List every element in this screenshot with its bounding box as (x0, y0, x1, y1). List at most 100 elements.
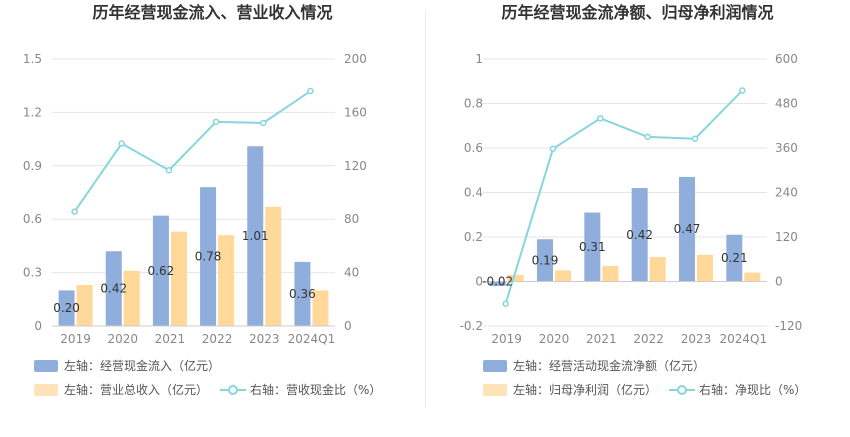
chart-title: 历年经营现金流入、营业收入情况 (92, 3, 333, 22)
y-tick-label-right: 120 (344, 159, 367, 173)
legend-label: 左轴：营业总收入（亿元） (64, 383, 209, 397)
legend-label: 左轴：归母净利润（亿元） (513, 383, 658, 397)
y-tick-label-left: 0.9 (23, 159, 42, 173)
line-point (739, 87, 746, 94)
chart-title: 历年经营现金流净额、归母净利润情况 (501, 3, 774, 22)
bar-primary (679, 176, 695, 282)
line-point (165, 166, 173, 174)
line-series (73, 90, 311, 213)
bar-secondary (697, 254, 713, 282)
data-label: 0.21 (721, 251, 748, 265)
x-tick-label: 2024Q1 (288, 332, 336, 346)
bar-secondary (265, 206, 282, 326)
x-tick-label: 2023 (681, 332, 712, 346)
data-label: 0.47 (674, 222, 701, 236)
legend-line-circle-icon (669, 385, 695, 395)
bar-secondary (76, 285, 93, 326)
bar-secondary (602, 265, 619, 282)
y-tick-label-right: 360 (775, 141, 798, 155)
panel-divider (425, 10, 426, 408)
x-tick-label: 2021 (586, 332, 617, 346)
legend-row-2: 左轴：营业总收入（亿元） 右轴：营收现金比（%） (34, 382, 414, 398)
data-label: 1.01 (242, 229, 269, 243)
legend-row-1: 左轴：经营现金流入（亿元） (34, 358, 414, 374)
bar-primary (247, 146, 264, 326)
x-tick-label: 2024Q1 (720, 332, 768, 346)
y-tick-label-right: 160 (344, 105, 367, 119)
bar-primary (584, 212, 601, 282)
y-tick-label-left: 0 (34, 319, 42, 333)
legend-line-circle-icon (220, 385, 246, 395)
y-tick-label-left: 0.3 (23, 266, 42, 280)
line-point (691, 135, 699, 142)
line-point (549, 145, 557, 152)
bar-secondary (555, 270, 571, 282)
x-tick-label: 2020 (107, 332, 138, 346)
legend-row-1: 左轴：经营活动现金流净额（亿元） (483, 358, 843, 374)
legend-swatch-yellow (483, 384, 507, 396)
line-point (502, 300, 509, 307)
chart-plot: 0 0.3 0.6 0.9 1.2 1.5 0 40 80 120 160 200 2019 2020 20… (23, 52, 367, 346)
bar-primary (200, 187, 217, 326)
y-tick-label-left: 1 (475, 52, 483, 66)
legend-label: 右轴：净现比（%） (699, 383, 807, 397)
x-tick-label: 2019 (60, 332, 91, 346)
bar-primary (537, 239, 553, 282)
data-label: -0.02 (482, 275, 513, 289)
bar-primary (489, 281, 506, 286)
legend-label: 右轴：营收现金比（%） (250, 383, 382, 397)
y-tick-label-right: 0 (775, 275, 783, 289)
line-point (597, 115, 604, 122)
y-tick-label-left: 0.6 (464, 141, 483, 155)
y-tick-label-right: 40 (344, 266, 359, 280)
data-label: 0.36 (289, 287, 316, 301)
legend-swatch-blue (34, 360, 58, 372)
x-tick-label: 2021 (155, 332, 186, 346)
line-point (307, 87, 314, 95)
bar-secondary (507, 274, 524, 282)
x-tick-label: 2022 (202, 332, 233, 346)
y-tick-label-right: 600 (775, 52, 798, 66)
bar-primary (726, 234, 743, 282)
y-tick-label-left: 0.8 (464, 97, 483, 111)
legend-label: 左轴：经营活动现金流净额（亿元） (513, 359, 706, 373)
legend-swatch-blue (483, 360, 507, 372)
legend-label: 左轴：经营现金流入（亿元） (64, 359, 221, 373)
data-label: 0.42 (100, 282, 127, 296)
y-tick-label-left: 0.6 (23, 212, 42, 226)
x-tick-label: 2022 (633, 332, 664, 346)
y-tick-label-right: 120 (775, 230, 798, 244)
bar-primary (58, 290, 75, 326)
line-point (212, 118, 220, 126)
data-label: 0.31 (579, 240, 606, 254)
bar-secondary (649, 257, 666, 282)
line-point (644, 133, 651, 141)
data-label: 0.78 (195, 250, 222, 264)
y-tick-label-left: 1.5 (23, 52, 42, 66)
y-tick-label-right: 480 (775, 97, 798, 111)
x-tick-label: 2019 (491, 332, 522, 346)
x-tick-label: 2023 (249, 332, 280, 346)
data-label: 0.42 (626, 228, 653, 242)
y-tick-label-right: 80 (344, 212, 359, 226)
line-point (118, 140, 125, 147)
chart-panel-cash-inflow: 历年经营现金流入、营业收入情况 0 0.3 0.6 0.9 1.2 1.5 0 40 80 120… (23, 3, 414, 398)
chart-plot: -0.2 0 0.2 0.4 0.6 0.8 1 -120 0 120 240 360 480 600 20… (460, 52, 803, 346)
legend-row-2: 左轴：归母净利润（亿元） 右轴：净现比（%） (483, 382, 843, 398)
line-point (260, 119, 267, 127)
bar-secondary (123, 270, 140, 326)
y-tick-label-left: 1.2 (23, 105, 42, 119)
y-tick-label-right: 0 (344, 319, 352, 333)
data-label: 0.20 (53, 301, 80, 315)
bar-primary (105, 251, 122, 326)
bar-secondary (170, 231, 187, 326)
y-tick-label-right: 200 (344, 52, 367, 66)
line-series (504, 89, 744, 305)
x-tick-label: 2020 (539, 332, 570, 346)
data-label: 0.19 (532, 253, 559, 267)
bar-secondary (312, 290, 329, 326)
legend-swatch-yellow (34, 384, 58, 396)
bar-secondary (744, 272, 761, 282)
y-tick-label-left: 0.2 (464, 230, 483, 244)
bar-primary (152, 215, 169, 326)
